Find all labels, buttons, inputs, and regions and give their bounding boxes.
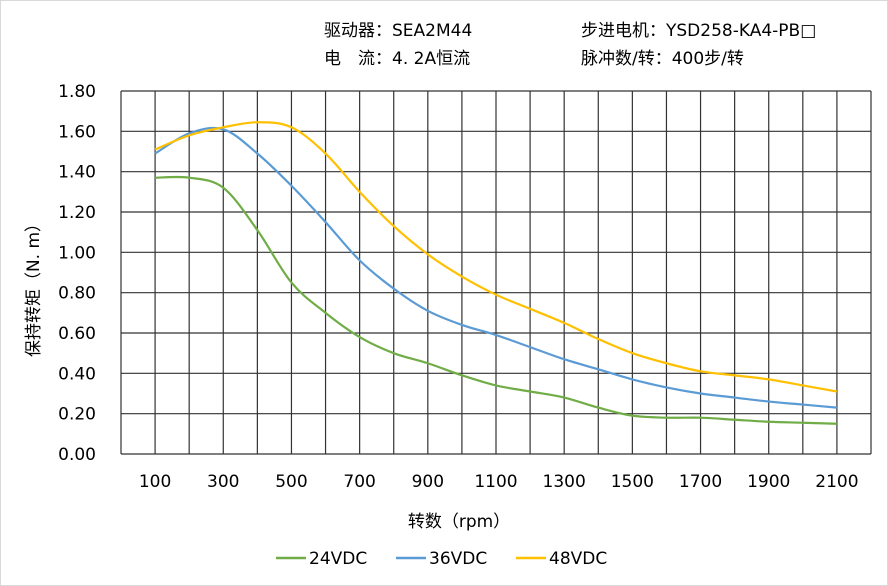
legend-label-24VDC: 24VDC [309, 549, 367, 569]
driver-label: 驱动器：SEA2M44 [324, 21, 473, 41]
y-tick-label: 1.80 [58, 82, 96, 102]
pulses-label: 脉冲数/转：400步/转 [581, 49, 744, 69]
legend: 24VDC 36VDC 48VDC [276, 549, 607, 569]
y-tick-label: 0.40 [58, 364, 96, 384]
x-tick-label: 700 [343, 472, 375, 492]
x-tick-label: 500 [275, 472, 307, 492]
motor-label: 步进电机：YSD258-KA4-PB□ [581, 21, 817, 41]
x-tick-label: 1900 [747, 472, 790, 492]
x-tick-label: 100 [139, 472, 171, 492]
series-line-24VDC [155, 175, 837, 425]
legend-label-48VDC: 48VDC [549, 549, 607, 569]
series-line-36VDC [154, 126, 838, 409]
x-tick-label: 300 [207, 472, 239, 492]
y-tick-label: 0.00 [58, 445, 96, 465]
x-tick-label: 2100 [815, 472, 858, 492]
y-tick-label: 1.20 [58, 203, 96, 223]
y-tick-label: 0.80 [58, 284, 96, 304]
x-tick-label: 900 [412, 472, 444, 492]
x-tick-label: 1700 [679, 472, 722, 492]
x-tick-label: 1100 [474, 472, 517, 492]
y-tick-label: 1.00 [58, 243, 96, 263]
series-line-48VDC [154, 121, 838, 393]
legend-label-36VDC: 36VDC [429, 549, 487, 569]
y-tick-label: 1.60 [58, 122, 96, 142]
x-axis-label: 转数（rpm） [408, 512, 510, 532]
y-tick-label: 0.60 [58, 324, 96, 344]
y-axis-label: 保持转矩（N. m） [24, 215, 44, 357]
x-tick-label: 1500 [611, 472, 654, 492]
y-tick-label: 0.20 [58, 405, 96, 425]
x-tick-label: 1300 [543, 472, 586, 492]
y-tick-label: 1.40 [58, 163, 96, 183]
current-label: 电 流：4. 2A恒流 [324, 49, 471, 69]
